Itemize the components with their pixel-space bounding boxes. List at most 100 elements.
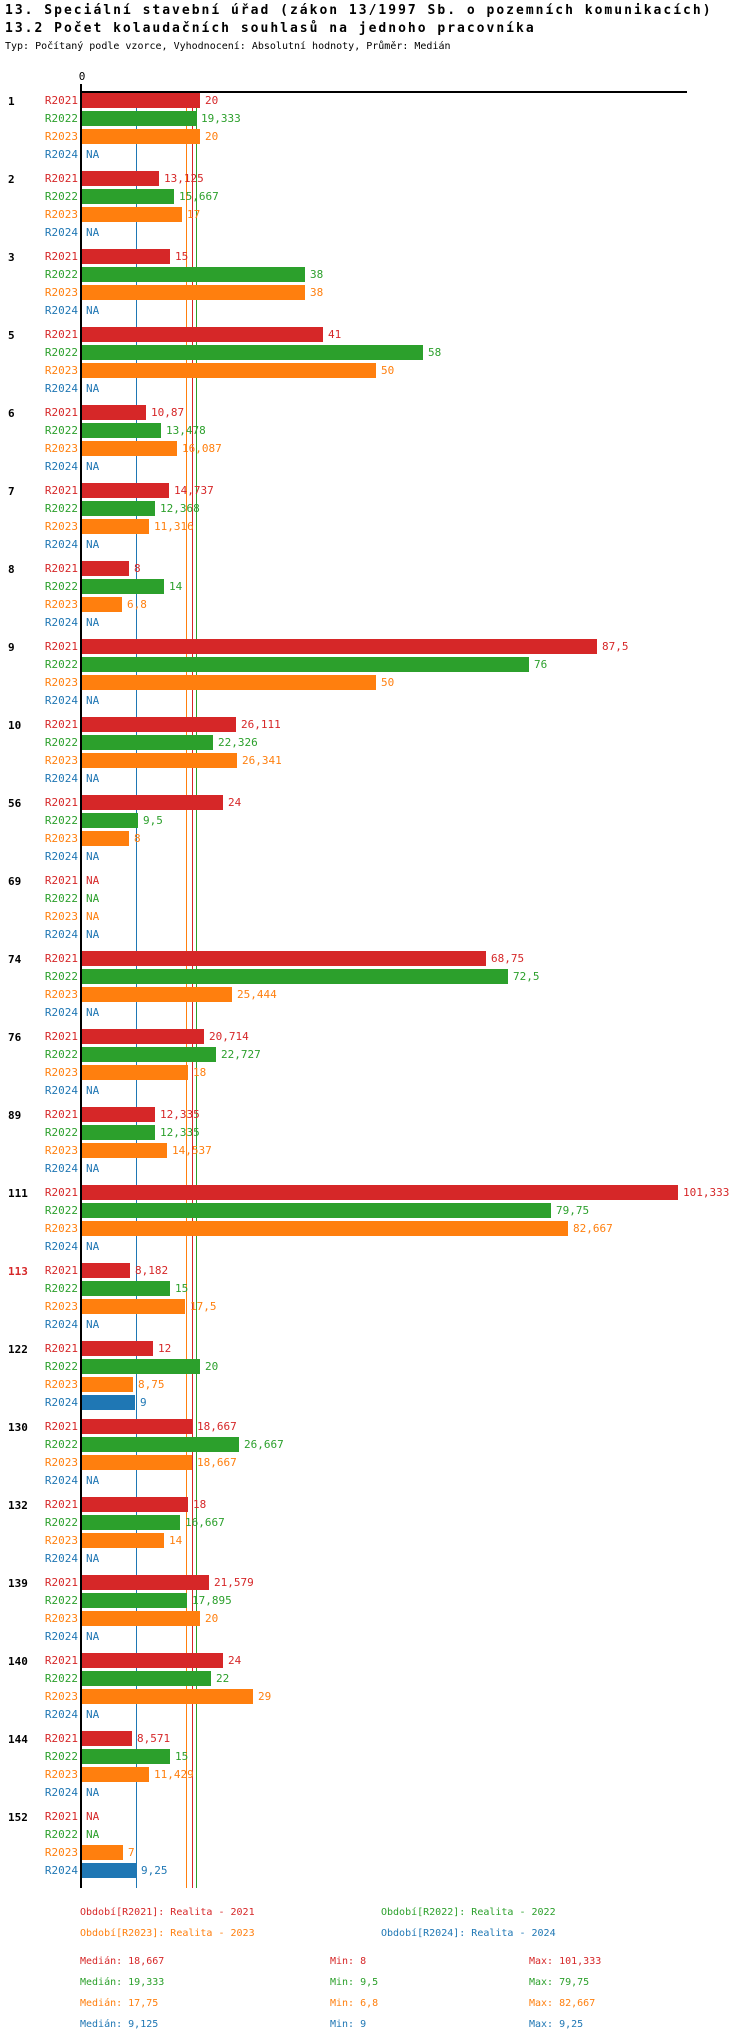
value-label-r2021-group-89: 12,335: [160, 1108, 200, 1121]
x-axis-line: [80, 91, 687, 93]
na-label-r2024-group-2: NA: [86, 226, 100, 239]
value-label-r2022-group-76: 22,727: [221, 1048, 261, 1061]
group-label-152: 152: [8, 1811, 28, 1824]
bar-r2022-group-139: [82, 1593, 187, 1608]
bar-r2021-group-113: [82, 1263, 130, 1278]
value-label-r2021-group-132: 18: [193, 1498, 207, 1511]
value-label-r2023-group-2: 17: [187, 208, 201, 221]
group-label-111: 111: [8, 1187, 28, 1200]
series-label-r2024-group-113: R2024: [44, 1318, 78, 1331]
value-label-r2023-group-76: 18: [193, 1066, 207, 1079]
na-label-r2024-group-10: NA: [86, 772, 100, 785]
stat-max-r2023: Max: 82,667: [529, 1998, 596, 2009]
legend-item-r2023: Období[R2023]: Realita - 2023: [80, 1928, 255, 1939]
bar-r2023-group-111: [82, 1221, 568, 1236]
value-label-r2022-group-2: 15,667: [179, 190, 219, 203]
group-label-140: 140: [8, 1655, 28, 1668]
series-label-r2024-group-139: R2024: [44, 1630, 78, 1643]
series-label-r2024-group-76: R2024: [44, 1084, 78, 1097]
legend-item-r2024: Období[R2024]: Realita - 2024: [381, 1928, 556, 1939]
bar-r2022-group-1: [82, 111, 196, 126]
bar-r2023-group-56: [82, 831, 129, 846]
series-label-r2023-group-111: R2023: [44, 1222, 78, 1235]
na-label-r2024-group-130: NA: [86, 1474, 100, 1487]
stat-median-r2023: Medián: 17,75: [80, 1998, 159, 2009]
stat-max-r2024: Max: 9,25: [529, 2019, 584, 2030]
group-label-5: 5: [8, 329, 15, 342]
bar-r2022-group-8: [82, 579, 164, 594]
value-label-r2024-group-152: 9,25: [141, 1864, 168, 1877]
na-label-r2024-group-74: NA: [86, 1006, 100, 1019]
group-label-122: 122: [8, 1343, 28, 1356]
bar-r2022-group-5: [82, 345, 423, 360]
value-label-r2023-group-74: 25,444: [237, 988, 277, 1001]
series-label-r2022-group-111: R2022: [44, 1204, 78, 1217]
series-label-r2021-group-140: R2021: [44, 1654, 78, 1667]
bar-r2023-group-2: [82, 207, 182, 222]
value-label-r2022-group-130: 26,667: [244, 1438, 284, 1451]
series-label-r2024-group-89: R2024: [44, 1162, 78, 1175]
series-label-r2023-group-144: R2023: [44, 1768, 78, 1781]
bar-r2023-group-76: [82, 1065, 188, 1080]
bar-r2023-group-89: [82, 1143, 167, 1158]
series-label-r2021-group-130: R2021: [44, 1420, 78, 1433]
series-label-r2022-group-10: R2022: [44, 736, 78, 749]
series-label-r2022-group-144: R2022: [44, 1750, 78, 1763]
group-label-74: 74: [8, 953, 22, 966]
value-label-r2023-group-113: 17,5: [190, 1300, 217, 1313]
series-label-r2023-group-56: R2023: [44, 832, 78, 845]
bar-r2022-group-111: [82, 1203, 551, 1218]
na-label-r2024-group-140: NA: [86, 1708, 100, 1721]
series-label-r2022-group-132: R2022: [44, 1516, 78, 1529]
series-label-r2022-group-140: R2022: [44, 1672, 78, 1685]
y-axis-line: [80, 84, 82, 1888]
stat-median-r2024: Medián: 9,125: [80, 2019, 159, 2030]
value-label-r2022-group-5: 58: [428, 346, 442, 359]
bar-r2021-group-56: [82, 795, 223, 810]
na-label-r2024-group-132: NA: [86, 1552, 100, 1565]
series-label-r2021-group-152: R2021: [44, 1810, 78, 1823]
group-label-130: 130: [8, 1421, 28, 1434]
series-label-r2023-group-76: R2023: [44, 1066, 78, 1079]
value-label-r2021-group-74: 68,75: [491, 952, 525, 965]
value-label-r2021-group-130: 18,667: [197, 1420, 237, 1433]
bar-r2021-group-3: [82, 249, 170, 264]
series-label-r2021-group-74: R2021: [44, 952, 78, 965]
value-label-r2021-group-113: 8,182: [135, 1264, 169, 1277]
series-label-r2022-group-9: R2022: [44, 658, 78, 671]
series-label-r2024-group-69: R2024: [44, 928, 78, 941]
bar-r2023-group-5: [82, 363, 376, 378]
series-label-r2024-group-10: R2024: [44, 772, 78, 785]
bar-r2021-group-76: [82, 1029, 204, 1044]
na-label-r2024-group-5: NA: [86, 382, 100, 395]
series-label-r2021-group-5: R2021: [44, 328, 78, 341]
value-label-r2021-group-5: 41: [328, 328, 342, 341]
na-label-r2024-group-76: NA: [86, 1084, 100, 1097]
bar-r2023-group-122: [82, 1377, 133, 1392]
bar-r2023-group-152: [82, 1845, 123, 1860]
bar-r2021-group-74: [82, 951, 486, 966]
series-label-r2022-group-2: R2022: [44, 190, 78, 203]
value-label-r2021-group-6: 10,87: [151, 406, 185, 419]
bar-r2022-group-132: [82, 1515, 180, 1530]
value-label-r2021-group-10: 26,111: [241, 718, 281, 731]
value-label-r2021-group-8: 8: [134, 562, 141, 575]
na-label-r2024-group-69: NA: [86, 928, 100, 941]
bar-r2022-group-76: [82, 1047, 216, 1062]
bar-r2021-group-130: [82, 1419, 192, 1434]
bar-r2024-group-152: [82, 1863, 136, 1878]
stat-min-r2023: Min: 6,8: [330, 1998, 379, 2009]
na-label-r2024-group-56: NA: [86, 850, 100, 863]
stat-min-r2024: Min: 9: [330, 2019, 367, 2030]
stat-max-r2021: Max: 101,333: [529, 1956, 602, 1967]
value-label-r2022-group-7: 12,368: [160, 502, 200, 515]
value-label-r2023-group-8: 6,8: [127, 598, 147, 611]
series-label-r2023-group-132: R2023: [44, 1534, 78, 1547]
value-label-r2023-group-144: 11,429: [154, 1768, 194, 1781]
value-label-r2022-group-122: 20: [205, 1360, 219, 1373]
value-label-r2021-group-139: 21,579: [214, 1576, 254, 1589]
report-title-line2: 13.2 Počet kolaudačních souhlasů na jedn…: [5, 21, 536, 36]
series-label-r2023-group-89: R2023: [44, 1144, 78, 1157]
na-label-r2024-group-3: NA: [86, 304, 100, 317]
group-label-132: 132: [8, 1499, 28, 1512]
